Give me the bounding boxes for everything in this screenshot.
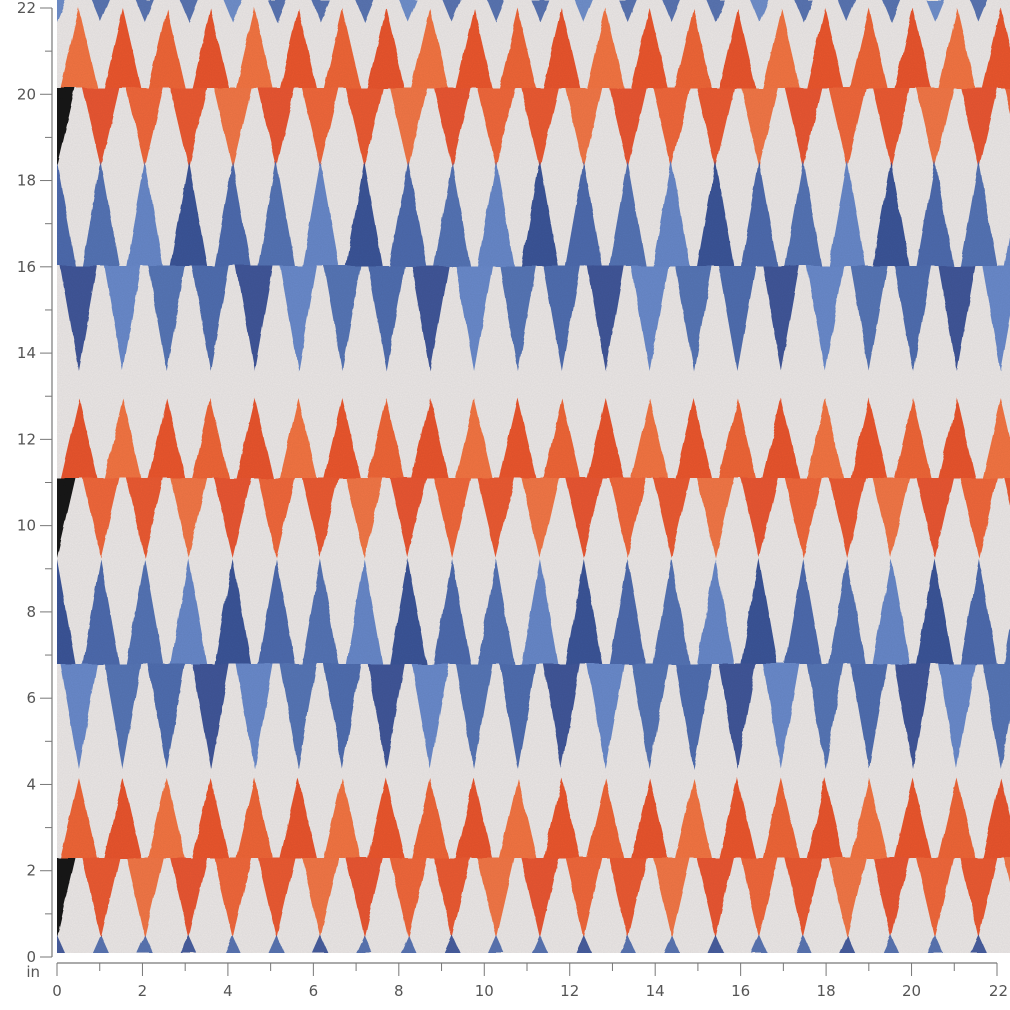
y-tick-label: 18: [17, 172, 36, 190]
y-tick-label: 22: [17, 0, 36, 17]
y-tick-label: 0: [26, 948, 36, 966]
paper-texture: [57, 0, 1010, 953]
x-tick-label: 4: [223, 982, 233, 1000]
x-tick-label: 14: [646, 982, 665, 1000]
x-tick-label: 22: [989, 982, 1008, 1000]
x-tick-label: 0: [52, 982, 62, 1000]
horizontal-ruler: 0 2 4 6 8 10 12 14 16 18 20 22 in: [26, 962, 1008, 1000]
fabric-swatch: [57, 0, 1010, 953]
x-tick-label: 6: [309, 982, 319, 1000]
y-tick-label: 12: [17, 430, 36, 448]
x-tick-label: 10: [475, 982, 494, 1000]
y-tick-label: 16: [17, 258, 36, 276]
unit-label: in: [26, 963, 40, 981]
x-tick-label: 18: [817, 982, 836, 1000]
x-tick-label: 20: [902, 982, 921, 1000]
x-tick-label: 2: [138, 982, 148, 1000]
y-tick-label: 14: [17, 344, 36, 362]
vertical-ruler: 0 2 4 6 8 10 12 14 16 18 20 22: [17, 0, 53, 966]
y-tick-label: 10: [17, 517, 36, 535]
zigzag-pattern: [57, 0, 1010, 953]
y-tick-label: 6: [26, 689, 36, 707]
x-tick-label: 16: [731, 982, 750, 1000]
x-tick-label: 8: [394, 982, 404, 1000]
y-tick-label: 8: [26, 603, 36, 621]
y-tick-label: 4: [26, 775, 36, 793]
x-tick-label: 12: [560, 982, 579, 1000]
y-tick-label: 20: [17, 85, 36, 103]
y-tick-label: 2: [26, 862, 36, 880]
